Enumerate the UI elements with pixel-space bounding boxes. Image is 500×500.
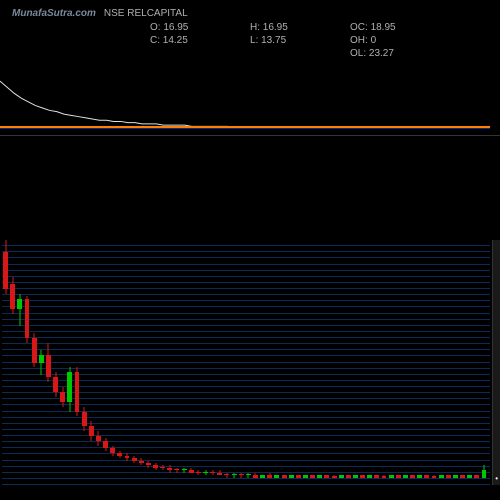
candle[interactable] (295, 240, 301, 485)
stat-low: L: 13.75 (250, 35, 330, 46)
candle[interactable] (231, 240, 237, 485)
candle[interactable] (102, 240, 108, 485)
candle[interactable] (395, 240, 401, 485)
indicator-line-chart (0, 75, 490, 130)
candle[interactable] (438, 240, 444, 485)
candle[interactable] (152, 240, 158, 485)
stat-open: O: 16.95 (150, 22, 230, 33)
stat-ol: OL: 23.27 (350, 48, 430, 59)
candle[interactable] (431, 240, 437, 485)
panel-separator (0, 135, 500, 137)
candle[interactable] (31, 240, 37, 485)
candle[interactable] (160, 240, 166, 485)
axis-tick: • (495, 474, 498, 483)
stat-high: H: 16.95 (250, 22, 330, 33)
candle[interactable] (124, 240, 130, 485)
candle[interactable] (424, 240, 430, 485)
candle[interactable] (245, 240, 251, 485)
candle[interactable] (202, 240, 208, 485)
candle[interactable] (374, 240, 380, 485)
candle[interactable] (24, 240, 30, 485)
candle[interactable] (17, 240, 23, 485)
candle[interactable] (281, 240, 287, 485)
candle[interactable] (388, 240, 394, 485)
candle[interactable] (195, 240, 201, 485)
candle[interactable] (95, 240, 101, 485)
candle[interactable] (367, 240, 373, 485)
candle[interactable] (74, 240, 80, 485)
candle[interactable] (67, 240, 73, 485)
indicator-panel (0, 75, 490, 130)
candle[interactable] (331, 240, 337, 485)
candle[interactable] (460, 240, 466, 485)
stat-oc: OC: 18.95 (350, 22, 430, 33)
candle[interactable] (345, 240, 351, 485)
candle[interactable] (81, 240, 87, 485)
candle[interactable] (402, 240, 408, 485)
candle[interactable] (174, 240, 180, 485)
candle[interactable] (60, 240, 66, 485)
candle[interactable] (467, 240, 473, 485)
candle[interactable] (88, 240, 94, 485)
candlestick-chart[interactable] (0, 240, 490, 485)
stat-close: C: 14.25 (150, 35, 230, 46)
candle[interactable] (338, 240, 344, 485)
chart-header: MunafaSutra.com NSE RELCAPITAL O: 16.95 … (0, 8, 500, 68)
candle[interactable] (45, 240, 51, 485)
candle[interactable] (417, 240, 423, 485)
candle[interactable] (474, 240, 480, 485)
candle[interactable] (317, 240, 323, 485)
candle[interactable] (445, 240, 451, 485)
candle[interactable] (274, 240, 280, 485)
candle[interactable] (310, 240, 316, 485)
ohlc-stats: O: 16.95 H: 16.95 OC: 18.95 C: 14.25 L: … (150, 22, 430, 59)
candle[interactable] (352, 240, 358, 485)
candle-container (0, 240, 490, 485)
candle[interactable] (188, 240, 194, 485)
candle[interactable] (10, 240, 16, 485)
candle[interactable] (302, 240, 308, 485)
candle[interactable] (252, 240, 258, 485)
candle[interactable] (288, 240, 294, 485)
candle[interactable] (138, 240, 144, 485)
indicator-baseline (0, 126, 490, 128)
candle[interactable] (181, 240, 187, 485)
candle[interactable] (145, 240, 151, 485)
candle[interactable] (131, 240, 137, 485)
candle[interactable] (324, 240, 330, 485)
candle[interactable] (410, 240, 416, 485)
price-axis: • (492, 240, 500, 485)
ticker-symbol: NSE RELCAPITAL (104, 8, 188, 19)
candle[interactable] (481, 240, 487, 485)
candle[interactable] (224, 240, 230, 485)
candle[interactable] (360, 240, 366, 485)
candle[interactable] (210, 240, 216, 485)
candle[interactable] (217, 240, 223, 485)
candle[interactable] (52, 240, 58, 485)
candle[interactable] (381, 240, 387, 485)
candle[interactable] (38, 240, 44, 485)
candle[interactable] (238, 240, 244, 485)
site-name: MunafaSutra.com (12, 8, 96, 19)
candle[interactable] (260, 240, 266, 485)
stat-oh: OH: 0 (350, 35, 430, 46)
candle[interactable] (167, 240, 173, 485)
candle[interactable] (117, 240, 123, 485)
candle[interactable] (452, 240, 458, 485)
candle[interactable] (267, 240, 273, 485)
candle[interactable] (3, 240, 9, 485)
candle[interactable] (110, 240, 116, 485)
